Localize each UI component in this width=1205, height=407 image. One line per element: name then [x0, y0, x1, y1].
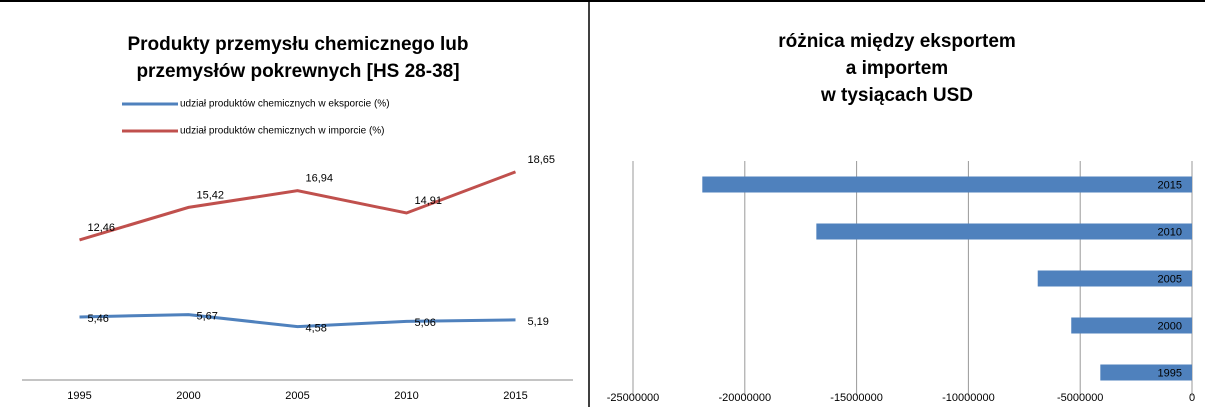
- x-tick-label: -15000000: [830, 392, 883, 404]
- chart-title: różnica między eksportem: [778, 31, 1016, 52]
- legend-label: udział produktów chemicznych w imporcie …: [180, 126, 385, 137]
- data-label: 12,46: [88, 222, 116, 234]
- x-tick-label: -25000000: [607, 392, 660, 404]
- x-tick-label: 1995: [67, 390, 91, 402]
- chart-title: Produkty przemysłu chemicznego lub: [127, 34, 468, 55]
- bar: [1100, 364, 1192, 381]
- x-tick-label: 2005: [285, 390, 309, 402]
- data-label: 15,42: [197, 189, 225, 201]
- x-tick-label: -10000000: [942, 392, 995, 404]
- legend-label: udział produktów chemicznych w eksporcie…: [180, 99, 390, 110]
- x-tick-label: 2015: [503, 390, 527, 402]
- data-label: 5,46: [88, 313, 109, 325]
- data-label: 4,58: [306, 323, 327, 335]
- category-label: 2005: [1158, 273, 1182, 285]
- x-tick-label: -20000000: [718, 392, 771, 404]
- series-line: [79, 313, 516, 329]
- x-tick-label: -5000000: [1057, 392, 1104, 404]
- category-label: 2010: [1158, 226, 1182, 238]
- bar: [1037, 270, 1192, 287]
- x-tick-label: 2010: [394, 390, 418, 402]
- x-tick-label: 2000: [176, 390, 200, 402]
- chart-title: w tysiącach USD: [820, 85, 973, 106]
- data-label: 14,91: [415, 195, 443, 207]
- data-label: 18,65: [528, 154, 556, 166]
- category-label: 2015: [1158, 179, 1182, 191]
- category-label: 2000: [1158, 320, 1182, 332]
- x-tick-label: 0: [1189, 392, 1195, 404]
- series-line: [79, 170, 517, 242]
- data-label: 5,19: [528, 316, 549, 328]
- chart-title: a importem: [846, 58, 948, 79]
- chart-title: przemysłów pokrewnych [HS 28-38]: [136, 61, 459, 82]
- bar: [1071, 317, 1192, 334]
- data-label: 16,94: [306, 173, 334, 185]
- bar: [816, 223, 1192, 240]
- bar: [702, 176, 1192, 193]
- category-label: 1995: [1158, 367, 1182, 379]
- data-label: 5,67: [197, 311, 218, 323]
- data-label: 5,06: [415, 317, 436, 329]
